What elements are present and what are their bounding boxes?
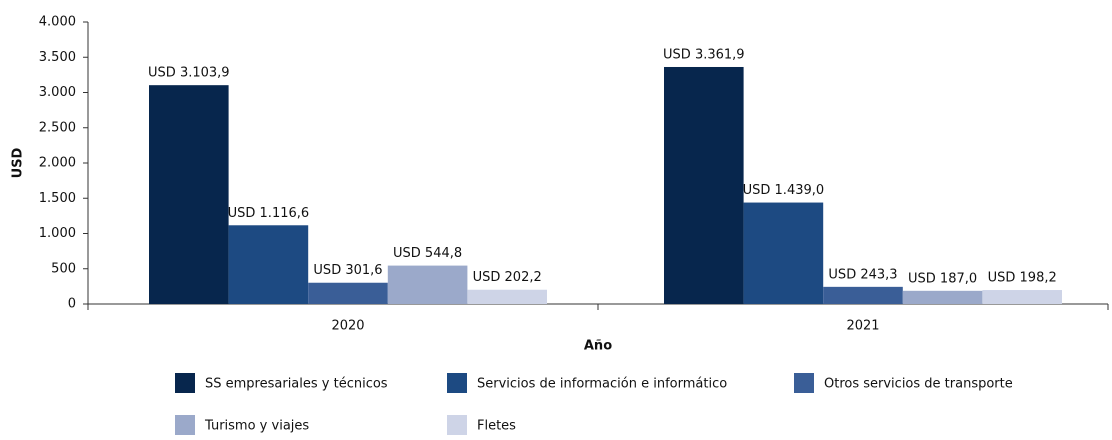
value-label: USD 198,2	[988, 271, 1057, 286]
y-tick-label: 1.000	[39, 226, 76, 241]
bar	[467, 289, 547, 304]
x-axis-label: Año	[584, 339, 612, 354]
value-label: USD 3.103,9	[148, 66, 230, 81]
legend-swatch	[175, 415, 195, 435]
bar	[823, 286, 903, 304]
y-tick-label: 1.500	[39, 191, 76, 206]
y-tick-label: 500	[51, 261, 76, 276]
bar	[664, 66, 744, 304]
y-tick-label: 3.500	[39, 50, 76, 65]
legend-swatch	[794, 373, 814, 393]
value-label: USD 202,2	[473, 270, 542, 285]
y-tick-label: 0	[68, 297, 76, 312]
legend-label: Turismo y viajes	[204, 419, 309, 434]
value-label: USD 243,3	[828, 267, 897, 282]
bar	[228, 225, 309, 304]
x-tick-label: 2020	[331, 319, 364, 334]
value-label: USD 3.361,9	[663, 47, 745, 62]
y-axis-label: USD	[11, 147, 26, 178]
legend-label: SS empresariales y técnicos	[205, 377, 388, 392]
bar	[149, 85, 229, 304]
legend-swatch	[447, 415, 467, 435]
bar	[902, 290, 983, 304]
y-tick-label: 3.000	[39, 85, 76, 100]
y-tick-label: 2.000	[39, 156, 76, 171]
value-label: USD 1.116,6	[228, 206, 310, 221]
bar	[982, 290, 1062, 304]
bar	[387, 265, 468, 304]
bar	[308, 282, 388, 304]
value-label: USD 544,8	[393, 246, 462, 261]
value-label: USD 1.439,0	[743, 183, 825, 198]
x-tick-label: 2021	[846, 319, 879, 334]
legend-label: Servicios de información e informático	[477, 377, 727, 392]
legend-label: Fletes	[477, 419, 516, 434]
y-tick-label: 2.500	[39, 120, 76, 135]
legend-swatch	[175, 373, 195, 393]
value-label: USD 187,0	[908, 271, 977, 286]
value-label: USD 301,6	[313, 263, 382, 278]
y-tick-label: 4.000	[39, 15, 76, 30]
legend-swatch	[447, 373, 467, 393]
bar	[743, 202, 824, 304]
legend-label: Otros servicios de transporte	[824, 377, 1013, 392]
